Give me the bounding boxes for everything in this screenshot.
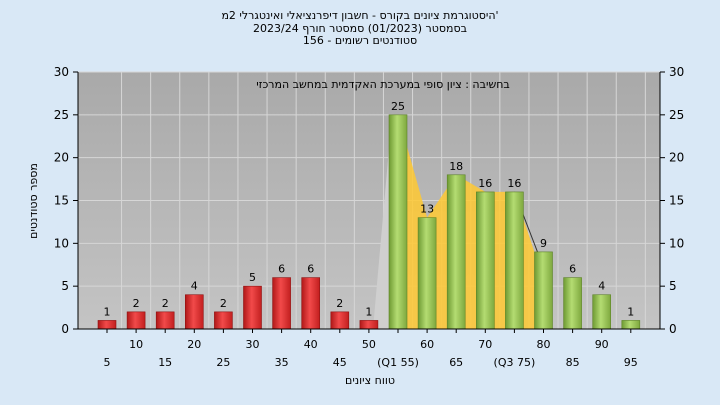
x-tick-label: (Q1 55) — [377, 356, 419, 369]
bar — [97, 320, 117, 330]
chart-title-line-3: סטודנטים רשומים - 156 — [302, 34, 418, 47]
y-tick-label-right: 5 — [669, 279, 677, 293]
bar-value-label: 2 — [220, 297, 227, 310]
bar-pass — [388, 114, 408, 330]
bar — [446, 174, 466, 330]
bar-value-label: 25 — [391, 100, 405, 113]
bar-fail — [185, 294, 204, 330]
bar-value-label: 16 — [478, 177, 492, 190]
x-tick-label: 50 — [362, 338, 376, 351]
bar-value-label: 2 — [162, 297, 169, 310]
bar-fail — [97, 320, 117, 330]
bar — [185, 294, 204, 330]
bar-fail — [243, 285, 262, 330]
bar-value-label: 1 — [627, 305, 634, 318]
bar-value-label: 2 — [133, 297, 140, 310]
chart-note: בחשיבה : ציון סופי במערכת האקדמית במחשב … — [256, 78, 510, 91]
bar — [359, 320, 379, 330]
bar-value-label: 6 — [569, 263, 576, 276]
x-tick-label: 35 — [275, 356, 289, 369]
bar — [621, 320, 641, 330]
bar-pass — [505, 191, 524, 330]
bar — [301, 277, 321, 330]
chart-title-line-1: היסטוגרמת ציונים בקורס - חשבון דיפרנציאל… — [221, 9, 499, 22]
x-tick-label: 40 — [304, 338, 318, 351]
bar-value-label: 4 — [598, 280, 605, 293]
bar — [505, 191, 524, 330]
y-tick-label-left: 25 — [54, 108, 69, 122]
x-axis-label: טווח ציונים — [345, 374, 395, 387]
x-tick-label: 65 — [449, 356, 463, 369]
bar-value-label: 6 — [278, 263, 285, 276]
bar-pass — [475, 191, 495, 330]
x-tick-label: 95 — [624, 356, 638, 369]
bar-fail — [272, 277, 291, 330]
y-tick-label-right: 25 — [669, 108, 684, 122]
chart-title-line-2: בסמסטר (01/2023) סמסטר חורף 2023/24 — [253, 21, 467, 35]
bar-pass — [534, 251, 553, 330]
bar — [475, 191, 495, 330]
bar-value-label: 4 — [191, 280, 198, 293]
bar-value-label: 1 — [365, 305, 372, 318]
x-tick-label: 20 — [187, 338, 201, 351]
x-tick-label: 85 — [566, 356, 580, 369]
y-tick-label-left: 15 — [54, 194, 69, 208]
bar-pass — [446, 174, 466, 330]
x-tick-label: 10 — [129, 338, 143, 351]
y-axis-label: מספר סטודנטים — [27, 163, 40, 239]
y-tick-label-right: 30 — [669, 65, 684, 79]
bar-value-label: 5 — [249, 271, 256, 284]
bar-fail — [330, 311, 350, 330]
bar-fail — [301, 277, 321, 330]
x-tick-label: 45 — [333, 356, 347, 369]
x-tick-label: (Q3 75) — [494, 356, 536, 369]
bar-value-label: 2 — [336, 297, 343, 310]
y-tick-label-left: 20 — [54, 151, 69, 165]
x-tick-label: 60 — [420, 338, 434, 351]
bar-fail — [155, 311, 175, 330]
y-tick-label-right: 0 — [669, 322, 677, 336]
bar — [534, 251, 553, 330]
y-tick-label-right: 20 — [669, 151, 684, 165]
bar-fail — [126, 311, 146, 330]
y-tick-label-left: 0 — [61, 322, 69, 336]
y-tick-label-right: 15 — [669, 194, 684, 208]
bar-pass — [563, 277, 582, 330]
bar — [592, 294, 612, 330]
bar-value-label: 13 — [420, 203, 434, 216]
bar-pass — [592, 294, 612, 330]
x-tick-label: 5 — [104, 356, 111, 369]
bar — [417, 217, 437, 330]
bar — [330, 311, 350, 330]
x-tick-label: 25 — [216, 356, 230, 369]
x-tick-label: 15 — [158, 356, 172, 369]
bar-pass — [621, 320, 641, 330]
bar — [243, 285, 262, 330]
bar-value-label: 16 — [507, 177, 521, 190]
bar — [214, 311, 233, 330]
y-tick-label-left: 30 — [54, 65, 69, 79]
x-tick-label: 70 — [478, 338, 492, 351]
x-tick-label: 80 — [537, 338, 551, 351]
bar-value-label: 9 — [540, 237, 547, 250]
bar-value-label: 18 — [449, 160, 463, 173]
bar-value-label: 1 — [104, 305, 111, 318]
bar — [388, 114, 408, 330]
bar-fail — [359, 320, 379, 330]
x-tick-label: 90 — [595, 338, 609, 351]
chart-title: היסטוגרמת ציונים בקורס - חשבון דיפרנציאל… — [0, 9, 720, 48]
bar — [563, 277, 582, 330]
bar — [272, 277, 291, 330]
bar-fail — [214, 311, 233, 330]
y-tick-label-left: 5 — [61, 279, 69, 293]
y-tick-label-left: 10 — [54, 236, 69, 250]
bar — [126, 311, 146, 330]
x-tick-label: 30 — [246, 338, 260, 351]
bar-value-label: 6 — [307, 263, 314, 276]
y-tick-label-right: 10 — [669, 236, 684, 250]
bar-pass — [417, 217, 437, 330]
bar — [155, 311, 175, 330]
